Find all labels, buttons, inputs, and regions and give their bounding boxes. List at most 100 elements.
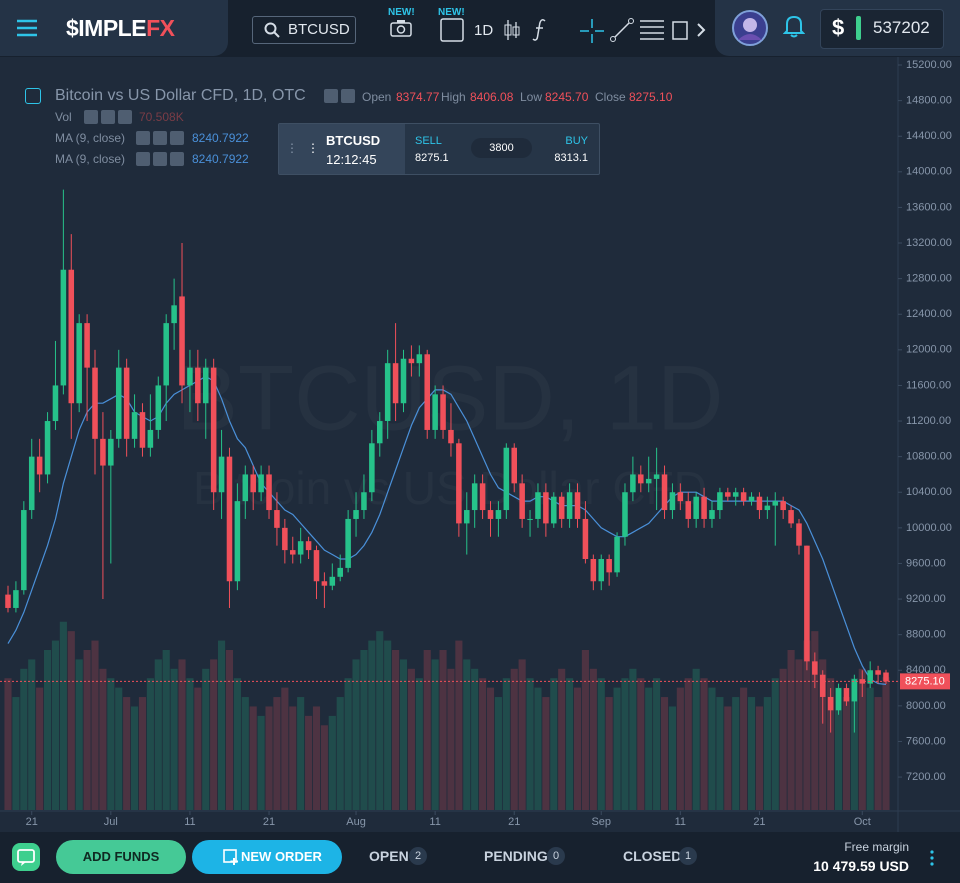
legend-icon[interactable] [153,131,167,145]
legend-icon[interactable] [101,110,115,124]
spread: 3800 [471,138,532,158]
shape-icon[interactable] [670,19,690,41]
x-tick-label: 21 [263,816,275,828]
widget-symbol: BTCUSD [326,133,381,148]
candle-body [630,474,636,493]
avatar[interactable] [732,10,768,46]
candle-body [226,456,233,582]
add-funds-button[interactable]: ADD FUNDS [56,840,186,874]
volume-bar [708,687,716,810]
chat-button[interactable] [12,843,40,871]
candle-body [543,492,549,524]
legend-icon[interactable] [341,89,355,103]
y-tick-label: 13600.00 [906,201,952,213]
candle-body [337,567,343,577]
timeframe[interactable]: 1D [474,22,494,39]
volume-bar [573,687,582,810]
drag-handle[interactable]: ⋮ [286,141,298,155]
more-menu[interactable] [929,850,935,866]
legend-icon[interactable] [170,131,184,145]
legend-icon[interactable] [324,89,338,103]
volume-bar [162,649,170,810]
sell-price[interactable]: 8275.1 [415,152,449,164]
sell-label[interactable]: SELL [415,135,442,147]
volume-bar [621,678,629,810]
balance-indicator [856,16,861,40]
volume-bar [486,687,495,810]
crosshair-icon[interactable] [580,19,604,43]
volume-bar [763,697,771,810]
search-text: BTCUSD [288,21,350,38]
balance: 537202 [873,18,930,37]
ohlc-value: 8275.10 [629,90,673,104]
new-order-button[interactable] [192,840,342,874]
candle-body [187,367,193,386]
legend-icon[interactable] [136,131,150,145]
candle-body [590,559,597,582]
layout-icon[interactable] [440,18,464,42]
tab-label[interactable]: CLOSED [623,848,682,864]
candle-body [819,674,826,697]
volume-bar [431,659,439,810]
legend-icon[interactable] [84,110,98,124]
candle-body [464,510,470,524]
volume-bar [51,640,60,810]
candle-body [622,492,628,537]
candle-body [44,421,51,475]
symbol-search[interactable] [252,16,356,44]
y-tick-label: 12400.00 [906,308,952,320]
candle-body [92,367,98,439]
candle-body [867,670,873,684]
indicator-icon[interactable] [532,18,548,42]
volume-bar [360,649,368,810]
margin-label: Free margin [844,840,909,854]
volume-bar [597,678,605,810]
volume-bar [581,649,589,810]
candle-body [780,501,786,511]
tab-label[interactable]: PENDING [484,848,548,864]
legend-icon[interactable] [136,152,150,166]
candle-body [408,358,415,364]
camera-icon[interactable] [390,19,412,37]
legend-icon[interactable] [153,152,167,166]
buy-price[interactable]: 8313.1 [554,152,588,164]
candle-body [519,483,525,519]
volume-bar [724,706,732,810]
chart-type-icon[interactable] [503,19,521,41]
legend-icon[interactable] [170,152,184,166]
candle-body [804,545,810,662]
y-tick-label: 7200.00 [906,771,946,783]
ohlc-label: Low [520,90,543,104]
volume-bar [328,715,336,810]
y-tick-label: 7600.00 [906,735,946,747]
volume-bar [645,687,653,810]
trendline-icon[interactable] [610,18,634,42]
candle-body [551,496,557,524]
buy-label[interactable]: BUY [565,135,588,147]
legend-icon[interactable] [118,110,132,124]
volume-bar [534,687,542,810]
balance-box[interactable] [820,9,944,49]
y-tick-label: 12800.00 [906,273,952,285]
candle-body [614,536,620,573]
chevron-icon[interactable] [696,23,706,37]
menu-dots[interactable]: ⋮ [307,141,319,155]
candle-body [511,447,518,484]
logo[interactable]: $IMPLEFX [66,15,175,42]
volume-bar [36,687,44,810]
notification-icon[interactable] [783,14,805,38]
volume-bar [803,640,811,810]
menu-icon[interactable] [17,19,39,37]
x-tick-label: 21 [26,816,38,828]
volume-bar [660,697,669,810]
legend-title: Bitcoin vs US Dollar CFD, 1D, OTC [55,87,306,104]
volume-bar [415,678,423,810]
volume-bar [423,649,431,810]
candle-body [812,661,818,675]
fib-icon[interactable] [640,19,664,41]
ohlc-value: 8374.77 [396,90,440,104]
candle-body [859,679,866,684]
tab-label[interactable]: OPEN [369,848,409,864]
